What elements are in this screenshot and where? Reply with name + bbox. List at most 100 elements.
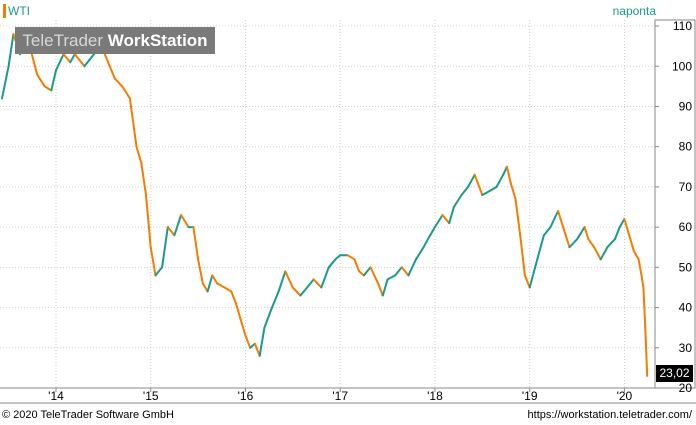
watermark-logo: TeleTrader WorkStation bbox=[15, 27, 215, 54]
price-segment bbox=[576, 226, 586, 241]
price-segment bbox=[568, 238, 579, 249]
price-segment bbox=[632, 250, 640, 261]
price-segment bbox=[637, 258, 643, 277]
price-segment bbox=[509, 181, 517, 200]
y-axis-panel bbox=[654, 19, 696, 389]
price-segment bbox=[161, 226, 169, 269]
price-segment bbox=[505, 165, 512, 184]
price-segment bbox=[206, 274, 214, 293]
y-tick-label: 50 bbox=[679, 260, 693, 274]
price-segment bbox=[549, 210, 560, 229]
price-segment bbox=[386, 274, 397, 281]
price-segment bbox=[55, 53, 65, 72]
price-segment bbox=[441, 214, 451, 225]
y-tick-label: 90 bbox=[679, 99, 693, 113]
price-segment bbox=[180, 214, 190, 229]
price-segment bbox=[140, 161, 147, 196]
x-axis-ticks: '14 '15 '16 '17 '18 '19 '20 bbox=[48, 388, 633, 403]
price-segment bbox=[327, 258, 337, 269]
price-segment bbox=[642, 286, 647, 329]
y-tick-label: 110 bbox=[673, 19, 692, 33]
y-tick-label: 70 bbox=[679, 180, 693, 194]
watermark-brand-bold: WorkStation bbox=[107, 31, 208, 50]
price-segment bbox=[149, 246, 157, 277]
price-segment bbox=[519, 234, 526, 277]
price-segment bbox=[201, 282, 209, 293]
price-segment bbox=[613, 226, 621, 241]
price-segment bbox=[433, 214, 444, 229]
price-segment bbox=[107, 61, 116, 80]
symbol-label[interactable]: WTI bbox=[3, 4, 30, 18]
y-tick-label: 30 bbox=[679, 341, 693, 355]
price-segment bbox=[43, 85, 53, 92]
watermark-brand-light: TeleTrader bbox=[22, 31, 108, 50]
price-segment bbox=[36, 73, 46, 88]
price-segment bbox=[235, 302, 242, 321]
price-segment bbox=[623, 218, 631, 237]
x-tick-label: '16 bbox=[238, 389, 254, 403]
price-segment bbox=[448, 206, 455, 225]
price-segment bbox=[258, 326, 266, 357]
price-segment bbox=[334, 254, 342, 261]
price-series bbox=[1, 33, 649, 377]
price-segment bbox=[528, 258, 539, 289]
last-value-badge: 23,02 bbox=[656, 365, 693, 382]
price-segment bbox=[523, 274, 531, 289]
price-segment bbox=[291, 286, 302, 297]
price-segment bbox=[452, 194, 463, 208]
x-tick-label: '20 bbox=[617, 389, 633, 403]
price-segment bbox=[271, 290, 280, 309]
price-segment bbox=[587, 238, 596, 249]
price-segment bbox=[230, 290, 237, 305]
copyright-text: © 2020 TeleTrader Software GmbH bbox=[2, 409, 174, 421]
price-segment bbox=[346, 254, 356, 261]
price-segment bbox=[320, 266, 330, 289]
price-segment bbox=[244, 334, 252, 349]
price-segment bbox=[394, 266, 403, 277]
price-segment bbox=[473, 173, 484, 196]
price-segment bbox=[299, 286, 309, 297]
price-segment bbox=[312, 278, 323, 289]
y-axis-ticks: 110 100 90 80 70 60 50 40 30 20 bbox=[655, 19, 692, 395]
price-segment bbox=[306, 278, 315, 289]
price-segment bbox=[216, 282, 226, 289]
price-segment bbox=[460, 185, 470, 196]
price-segment bbox=[481, 189, 491, 196]
price-segment bbox=[263, 306, 273, 329]
price-segment bbox=[211, 274, 219, 285]
price-segment bbox=[407, 258, 417, 277]
price-segment bbox=[135, 145, 143, 164]
price-segment bbox=[197, 258, 204, 285]
price-segment bbox=[583, 226, 590, 241]
price-segment bbox=[353, 258, 361, 273]
price-segment bbox=[62, 53, 72, 64]
price-segment bbox=[83, 53, 95, 68]
price-segment bbox=[488, 185, 498, 192]
price-segment bbox=[495, 173, 505, 188]
price-segment bbox=[628, 234, 635, 253]
x-tick-label: '17 bbox=[332, 389, 348, 403]
price-segment bbox=[400, 266, 410, 277]
price-segment bbox=[121, 85, 131, 100]
source-url-link[interactable]: https://workstation.teletrader.com/ bbox=[527, 409, 692, 421]
price-segment bbox=[253, 342, 261, 357]
y-tick-label: 60 bbox=[679, 220, 693, 234]
price-segment bbox=[239, 318, 247, 337]
price-segment bbox=[536, 234, 545, 261]
price-segment bbox=[192, 226, 200, 261]
y-tick-label: 100 bbox=[672, 59, 692, 73]
price-segment bbox=[593, 246, 602, 261]
price-segment bbox=[644, 326, 649, 377]
price-segment bbox=[640, 274, 645, 289]
price-segment bbox=[606, 238, 616, 249]
price-segment bbox=[429, 226, 436, 237]
price-segment bbox=[69, 53, 76, 64]
x-tick-label: '15 bbox=[143, 389, 159, 403]
frequency-label[interactable]: naponta bbox=[612, 4, 656, 18]
y-tick-label: 80 bbox=[679, 140, 693, 154]
price-segment bbox=[50, 69, 57, 92]
x-tick-label: '14 bbox=[48, 389, 64, 403]
price-segment bbox=[358, 270, 365, 277]
